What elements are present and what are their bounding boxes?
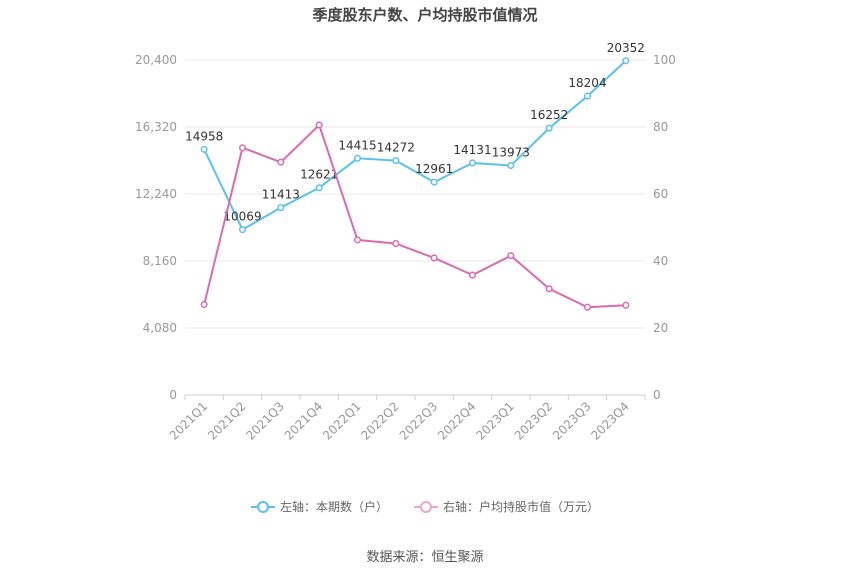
data-point-right (583, 303, 592, 311)
y-left-tick-label: 0 (169, 388, 177, 402)
data-point-right (622, 301, 630, 309)
data-point-left (583, 92, 592, 100)
x-tick-label: 2021Q4 (282, 399, 326, 443)
y-left-tick-label: 8,160 (143, 254, 177, 268)
data-point-right (507, 252, 515, 260)
y-right-tick-label: 40 (653, 254, 668, 268)
data-label: 14958 (185, 129, 223, 143)
x-tick-label: 2023Q3 (550, 399, 594, 443)
legend: 左轴：本期数（户） 右轴：户均持股市值（万元） (0, 498, 850, 515)
y-left-tick-label: 16,320 (135, 120, 177, 134)
data-point-right (353, 236, 362, 244)
series-line-left (203, 60, 627, 232)
x-tick-label: 2022Q1 (320, 399, 364, 443)
y-right-tick-label: 60 (653, 187, 668, 201)
legend-label-right: 右轴：户均持股市值（万元） (443, 500, 600, 514)
data-point-left (622, 57, 630, 65)
data-point-left (392, 157, 400, 165)
data-point-left (468, 159, 477, 167)
data-label: 14272 (377, 141, 415, 155)
series-line-right (203, 123, 626, 309)
data-point-left (507, 161, 515, 170)
data-point-left (315, 184, 323, 192)
data-point-right (430, 254, 438, 262)
data-label: 14131 (453, 143, 491, 157)
x-tick-label: 2022Q3 (397, 399, 441, 443)
chart-canvas: 0 0 4,080 20 8,160 40 12,240 60 16,320 80 20,400 10… (135, 41, 676, 443)
y-right-tick-label: 100 (653, 53, 676, 67)
data-point-left (430, 178, 438, 186)
data-point-left (277, 204, 285, 212)
data-point-left (545, 124, 553, 132)
data-label: 20352 (607, 41, 645, 55)
data-label: 11413 (262, 188, 300, 202)
data-point-left (238, 226, 247, 234)
legend-label-left: 左轴：本期数（户） (279, 500, 388, 514)
source-note: 数据来源：恒生聚源 (366, 550, 484, 565)
data-point-right (238, 144, 247, 152)
y-right-tick-label: 20 (653, 321, 668, 335)
legend-item-left[interactable]: 左轴：本期数（户） (250, 498, 388, 515)
x-tick-label: 2021Q3 (243, 399, 287, 443)
y-left-tick-label: 4,080 (143, 321, 177, 335)
data-label: 12621 (300, 168, 338, 182)
data-point-right (468, 271, 477, 279)
y-right-tick-label: 80 (653, 120, 668, 134)
legend-item-right[interactable]: 右轴：户均持股市值（万元） (414, 498, 599, 515)
data-point-right (315, 121, 323, 129)
y-left-tick-label: 20,400 (135, 53, 177, 67)
x-tick-label: 2023Q1 (473, 399, 517, 443)
data-point-left (200, 145, 208, 153)
y-right-tick-label: 0 (653, 388, 661, 402)
data-point-right (545, 285, 553, 293)
x-tick-label: 2023Q2 (512, 399, 556, 443)
data-point-left (353, 154, 362, 162)
data-point-right (277, 158, 285, 166)
data-label: 13973 (492, 146, 530, 160)
data-point-right (200, 301, 208, 309)
data-label: 16252 (530, 108, 568, 122)
x-tick-label: 2022Q4 (435, 399, 479, 443)
data-label: 14415 (338, 138, 376, 152)
y-left-tick-label: 12,240 (135, 187, 177, 201)
x-tick-label: 2021Q1 (167, 399, 211, 443)
legend-marker-left-icon (250, 500, 275, 513)
x-tick-label: 2021Q2 (205, 399, 249, 443)
data-label: 12961 (415, 162, 453, 176)
x-tick-label: 2022Q2 (358, 399, 402, 443)
chart-title: 季度股东户数、户均持股市值情况 (312, 6, 538, 24)
data-point-right (392, 240, 400, 248)
legend-marker-right-icon (414, 500, 438, 513)
x-tick-label: 2023Q4 (588, 399, 632, 443)
data-label: 10069 (223, 210, 261, 224)
data-label: 18204 (568, 76, 606, 90)
